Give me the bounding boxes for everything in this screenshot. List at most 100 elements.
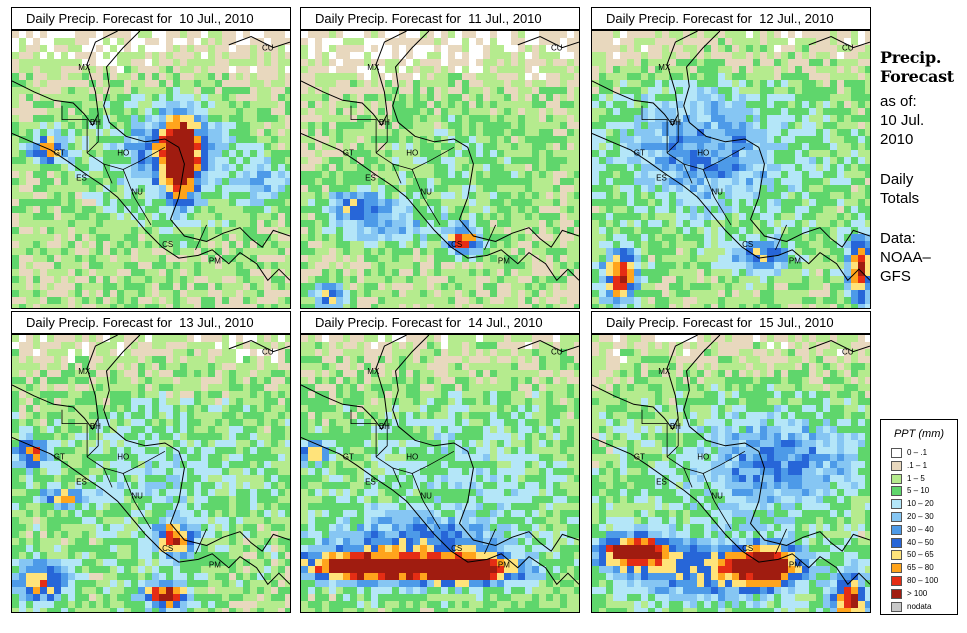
country-label-nu: NU xyxy=(131,187,143,196)
country-label-cu: CU xyxy=(842,347,854,356)
coastline xyxy=(808,339,870,353)
country-label-mx: MX xyxy=(367,367,380,376)
as-of-date-line1: 10 Jul. xyxy=(880,112,925,129)
country-label-nu: NU xyxy=(711,187,723,196)
coastline xyxy=(12,437,290,586)
country-label-bh: BH xyxy=(670,118,681,127)
legend-label: > 100 xyxy=(907,588,928,598)
panel-title: Daily Precip. Forecast for 10 Jul., 2010 xyxy=(11,7,291,30)
precip-map: CU MX BH GT HO ES NU CS PM xyxy=(11,334,291,613)
country-border xyxy=(641,105,668,153)
data-source: Data: NOAA– GFS xyxy=(880,229,931,286)
legend-label: 50 – 65 xyxy=(907,550,934,560)
country-border xyxy=(122,169,152,226)
country-label-bh: BH xyxy=(379,118,390,127)
totals-note: Daily Totals xyxy=(880,170,919,208)
country-border xyxy=(61,105,88,153)
country-border xyxy=(195,224,207,250)
country-label-cs: CS xyxy=(451,544,462,553)
country-label-gt: GT xyxy=(54,149,65,158)
panel-title: Daily Precip. Forecast for 15 Jul., 2010 xyxy=(591,311,871,334)
coastline xyxy=(228,339,290,353)
country-label-bh: BH xyxy=(379,422,390,431)
coastline xyxy=(103,335,290,552)
coastline xyxy=(808,35,870,49)
country-label-bh: BH xyxy=(90,422,101,431)
country-label-mx: MX xyxy=(658,63,671,72)
country-label-cu: CU xyxy=(842,43,854,52)
as-of-date-line2: 2010 xyxy=(880,131,914,148)
country-label-cu: CU xyxy=(551,347,563,356)
country-border xyxy=(484,528,496,554)
country-label-cu: CU xyxy=(262,43,274,52)
country-label-cs: CS xyxy=(742,544,753,553)
country-border xyxy=(702,169,732,226)
country-border xyxy=(122,473,152,530)
legend-swatch xyxy=(891,473,902,484)
country-label-gt: GT xyxy=(634,149,645,158)
country-border xyxy=(103,163,113,184)
data-source-line3: GFS xyxy=(880,268,911,285)
legend-label: nodata xyxy=(907,601,932,611)
coastline xyxy=(683,31,870,248)
country-label-nu: NU xyxy=(420,187,432,196)
country-border xyxy=(641,409,668,457)
country-label-gt: GT xyxy=(634,453,645,462)
country-border xyxy=(86,114,99,154)
country-label-gt: GT xyxy=(343,453,354,462)
legend-swatch xyxy=(891,448,902,458)
legend-swatch xyxy=(891,537,902,548)
forecast-panel-6: Daily Precip. Forecast for 15 Jul., 2010… xyxy=(591,311,871,613)
coastline xyxy=(592,133,870,282)
legend-label: 40 – 50 xyxy=(907,537,934,547)
coastline xyxy=(301,335,407,431)
totals-line2: Totals xyxy=(880,190,920,207)
coastline xyxy=(301,437,579,586)
coastline xyxy=(592,335,698,431)
coastline xyxy=(517,35,579,49)
country-label-pm: PM xyxy=(498,257,510,266)
precip-grid: CU MX BH GT HO ES NU CS PM xyxy=(592,31,870,308)
coastline xyxy=(12,335,118,431)
country-border xyxy=(350,105,377,153)
country-label-mx: MX xyxy=(78,63,91,72)
country-border xyxy=(683,163,693,184)
country-border xyxy=(666,418,679,458)
data-source-line2: NOAA– xyxy=(880,249,931,266)
country-label-nu: NU xyxy=(131,491,143,500)
country-border xyxy=(392,467,402,488)
country-border xyxy=(411,473,441,530)
legend-swatch xyxy=(891,486,902,497)
legend-label: .1 – 1 xyxy=(907,460,928,470)
forecast-panel-2: Daily Precip. Forecast for 11 Jul., 2010… xyxy=(300,7,580,309)
country-border xyxy=(350,409,377,457)
as-of-label: as of: xyxy=(880,93,917,110)
panel-title: Daily Precip. Forecast for 12 Jul., 2010 xyxy=(591,7,871,30)
precip-grid: CU MX BH GT HO ES NU CS PM xyxy=(12,31,290,308)
coastline xyxy=(228,35,290,49)
country-label-es: ES xyxy=(76,174,87,183)
country-label-cs: CS xyxy=(742,240,753,249)
country-label-ho: HO xyxy=(406,453,418,462)
country-label-ho: HO xyxy=(697,453,709,462)
coastline xyxy=(103,31,290,248)
panel-title: Daily Precip. Forecast for 13 Jul., 2010 xyxy=(11,311,291,334)
country-border xyxy=(702,473,732,530)
country-label-cs: CS xyxy=(162,544,173,553)
precip-grid: CU MX BH GT HO ES NU CS PM xyxy=(301,335,579,612)
legend-label: 10 – 20 xyxy=(907,499,934,509)
legend-swatch xyxy=(891,550,902,561)
country-label-es: ES xyxy=(76,478,87,487)
coastline xyxy=(12,133,290,282)
country-label-es: ES xyxy=(365,174,376,183)
totals-line1: Daily xyxy=(880,171,914,188)
legend-label: 0 – .1 xyxy=(907,448,928,457)
country-label-ho: HO xyxy=(117,149,129,158)
panel-title: Daily Precip. Forecast for 11 Jul., 2010 xyxy=(300,7,580,30)
country-label-cu: CU xyxy=(262,347,274,356)
coastline xyxy=(592,437,870,586)
coastline xyxy=(12,31,118,127)
country-label-ho: HO xyxy=(697,149,709,158)
legend-label: 65 – 80 xyxy=(907,563,934,573)
coastline xyxy=(392,335,579,552)
